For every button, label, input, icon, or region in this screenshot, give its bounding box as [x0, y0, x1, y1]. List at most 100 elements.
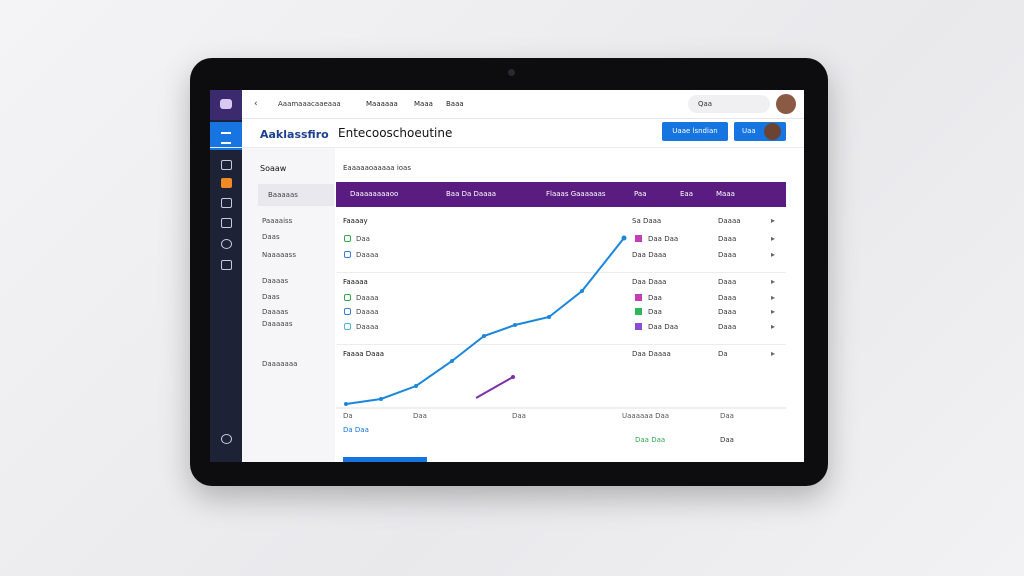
breadcrumb[interactable]: Aaamaaacaaeaaa: [278, 100, 341, 108]
nav-icon[interactable]: [221, 218, 232, 228]
group-label: Faaaay: [343, 217, 368, 225]
nav-icon[interactable]: [221, 198, 232, 208]
chevron[interactable]: ▸: [771, 250, 776, 259]
side-item[interactable]: Naaaaass: [262, 251, 296, 259]
cell: Daa Daa: [648, 235, 679, 243]
footer-value: Daa Daa: [635, 436, 666, 444]
swatch: [635, 308, 642, 315]
row-label: Daaaa: [356, 308, 379, 316]
cell: Daaa: [718, 251, 737, 259]
row-divider: [336, 344, 786, 345]
axis-label: Uaaaaaa Daa: [622, 412, 670, 420]
trend-line: [345, 237, 625, 405]
chevron[interactable]: ▸: [771, 307, 776, 316]
chevron[interactable]: ▸: [771, 322, 776, 331]
cell: Daaa: [718, 294, 737, 302]
camera: [508, 69, 515, 76]
side-item[interactable]: Paaaaiss: [262, 217, 293, 225]
row-icon: [344, 308, 351, 315]
column-header[interactable]: Maaa: [716, 190, 735, 198]
row-label: Daa: [356, 235, 370, 243]
cell: Daa: [648, 294, 662, 302]
axis-label: Da: [343, 412, 353, 420]
chevron[interactable]: ▸: [771, 293, 776, 302]
cell: Daaaa: [718, 217, 741, 225]
side-item[interactable]: Baaaaas: [268, 191, 298, 199]
swatch: [635, 235, 642, 242]
nav-icon[interactable]: [221, 160, 232, 170]
axis-label: Daa: [720, 412, 734, 420]
back[interactable]: ‹: [254, 99, 258, 109]
top-link[interactable]: Maaaaaa: [366, 100, 398, 108]
arrow: [475, 376, 514, 399]
nav-selected[interactable]: [210, 122, 242, 150]
main-title: Eaaaaaoaaaaa ioas: [343, 164, 411, 172]
side-item[interactable]: Daaaas: [262, 277, 289, 285]
cell: Da: [718, 350, 728, 358]
top-link[interactable]: Baaa: [446, 100, 464, 108]
progress: [343, 457, 427, 462]
cell: Daa Daaaa: [632, 350, 671, 358]
swatch: [635, 294, 642, 301]
search[interactable]: Qaa: [698, 100, 713, 108]
brand: Aaklassfiro: [260, 128, 329, 141]
column-header[interactable]: Flaaas Gaaaaaas: [546, 190, 606, 198]
cell: Daaa: [718, 278, 737, 286]
primary-button[interactable]: Uaae lsndian: [662, 122, 728, 141]
page-title: Entecooschoeutine: [338, 126, 453, 140]
chevron[interactable]: ▸: [771, 216, 776, 225]
top-link[interactable]: Maaa: [414, 100, 433, 108]
side-item[interactable]: Daas: [262, 293, 280, 301]
side-item[interactable]: Daas: [262, 233, 280, 241]
divider: [210, 147, 804, 148]
cell: Daa Daaa: [632, 251, 667, 259]
column-header[interactable]: Paa: [634, 190, 647, 198]
cell: Daaa: [718, 235, 737, 243]
divider: [242, 118, 804, 119]
cell: Daaa: [718, 323, 737, 331]
nav-icon[interactable]: [221, 239, 232, 249]
axis-label: Daa: [413, 412, 427, 420]
footer-value: Daa: [720, 436, 734, 444]
column-header[interactable]: Baa Da Daaaa: [446, 190, 497, 198]
footer-link[interactable]: Da Daa: [343, 426, 369, 434]
trend-overlay: [336, 235, 786, 409]
row-divider: [336, 272, 786, 273]
nav-icon[interactable]: [221, 260, 232, 270]
table-header: [336, 182, 786, 207]
cell: Daa Daa: [648, 323, 679, 331]
row-label: Daaaa: [356, 251, 379, 259]
chevron[interactable]: ▸: [771, 349, 776, 358]
row-label: Daaaa: [356, 323, 379, 331]
row-icon: [344, 294, 351, 301]
nav-rail: [210, 90, 242, 462]
nav-icon[interactable]: [221, 434, 232, 444]
side-selected: [258, 184, 334, 206]
axis-label: Daa: [512, 412, 526, 420]
row-icon: [344, 251, 351, 258]
side-title: Soaaw: [260, 164, 287, 173]
cell: Daa: [648, 308, 662, 316]
column-header[interactable]: Eaa: [680, 190, 694, 198]
group-label: Faaaa Daaa: [343, 350, 385, 358]
cell: Daa Daaa: [632, 278, 667, 286]
group-label: Faaaaa: [343, 278, 368, 286]
avatar: [764, 123, 781, 140]
side-item[interactable]: Daaaaaaa: [262, 360, 298, 368]
swatch: [635, 323, 642, 330]
column-header[interactable]: Daaaaaaaaoo: [350, 190, 399, 198]
cell: Sa Daaa: [632, 217, 662, 225]
avatar[interactable]: [776, 94, 796, 114]
side-item[interactable]: Daaaas: [262, 308, 289, 316]
side-item[interactable]: Daaaaas: [262, 320, 293, 328]
app-logo: [210, 90, 242, 120]
chevron[interactable]: ▸: [771, 234, 776, 243]
screen: ‹ Aaamaaacaaeaaa Maaaaaa Maaa Baaa Qaa Aak…: [210, 90, 804, 462]
search-box[interactable]: [688, 95, 770, 113]
nav-icon[interactable]: [221, 178, 232, 188]
row-label: Daaaa: [356, 294, 379, 302]
chevron[interactable]: ▸: [771, 277, 776, 286]
row-icon: [344, 235, 351, 242]
row-icon: [344, 323, 351, 330]
